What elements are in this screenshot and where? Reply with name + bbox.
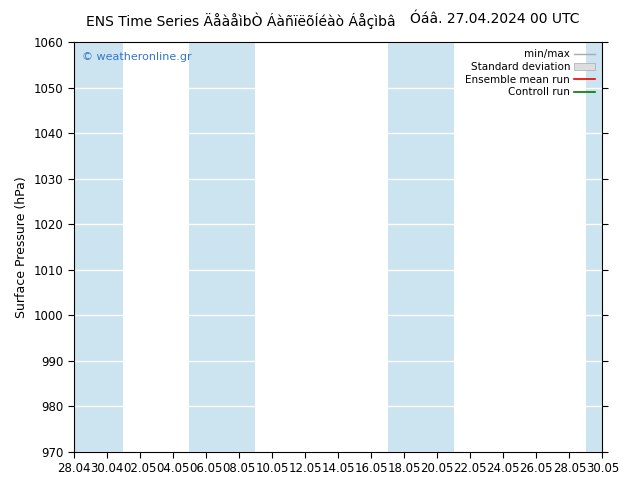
Bar — [387, 42, 454, 452]
Bar — [190, 42, 256, 452]
Bar — [57, 42, 123, 452]
Text: ENS Time Series ÄåàåìbÒ ÁàñïëõÍéàò Áåçìbâ: ENS Time Series ÄåàåìbÒ ÁàñïëõÍéàò Áåçìb… — [86, 12, 396, 29]
Y-axis label: Surface Pressure (hPa): Surface Pressure (hPa) — [15, 176, 28, 318]
Text: Óáâ. 27.04.2024 00 UTC: Óáâ. 27.04.2024 00 UTC — [410, 12, 579, 26]
Legend: min/max, Standard deviation, Ensemble mean run, Controll run: min/max, Standard deviation, Ensemble me… — [463, 47, 597, 99]
Bar — [586, 42, 634, 452]
Text: © weatheronline.gr: © weatheronline.gr — [82, 52, 191, 62]
